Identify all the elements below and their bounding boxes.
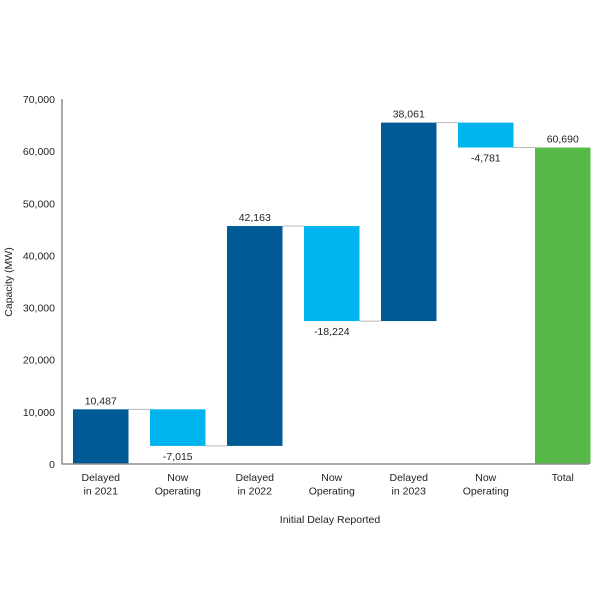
connectors (128, 122, 535, 447)
bar-total (535, 147, 591, 465)
x-tick-label: Delayed in 2022 (235, 472, 274, 498)
y-tick-label: 60,000 (23, 146, 55, 158)
data-label: -4,781 (471, 153, 501, 165)
y-tick-label: 0 (49, 459, 55, 471)
y-axis-title: Capacity (MW) (3, 247, 15, 316)
bar-increase (73, 409, 129, 464)
y-axis-ticks: 0 10,000 20,000 30,000 40,000 50,000 60,000 70,… (23, 94, 55, 471)
y-tick-label: 50,000 (23, 198, 55, 210)
bar-increase (227, 226, 283, 446)
y-tick-label: 40,000 (23, 250, 55, 262)
data-label: 10,487 (85, 395, 117, 407)
x-tick-label: Now Operating (309, 472, 355, 498)
data-label: 38,061 (393, 109, 425, 121)
data-label: -7,015 (163, 451, 193, 463)
bars (73, 122, 591, 465)
data-label: 42,163 (239, 212, 271, 224)
data-label: -18,224 (314, 326, 350, 338)
bar-decrease (458, 122, 514, 148)
y-tick-label: 10,000 (23, 407, 55, 419)
bar-decrease (150, 409, 206, 446)
data-label: 60,690 (547, 134, 579, 146)
y-tick-label: 20,000 (23, 355, 55, 367)
bar-increase (381, 122, 437, 322)
x-axis-labels: Delayed in 2021 Now Operating Delayed in 2022… (81, 472, 573, 498)
y-tick-label: 70,000 (23, 94, 55, 106)
x-axis-title: Initial Delay Reported (280, 514, 381, 526)
y-tick-label: 30,000 (23, 303, 55, 315)
x-tick-label: Delayed in 2023 (389, 472, 428, 498)
x-tick-label: Total (552, 472, 574, 484)
x-tick-label: Now Operating (463, 472, 509, 498)
x-tick-label: Now Operating (155, 472, 201, 498)
bar-decrease (304, 226, 360, 322)
x-tick-label: Delayed in 2021 (81, 472, 120, 498)
data-labels: 10,487 -7,015 42,163 -18,224 38,061 -4,781 60,… (85, 109, 579, 463)
